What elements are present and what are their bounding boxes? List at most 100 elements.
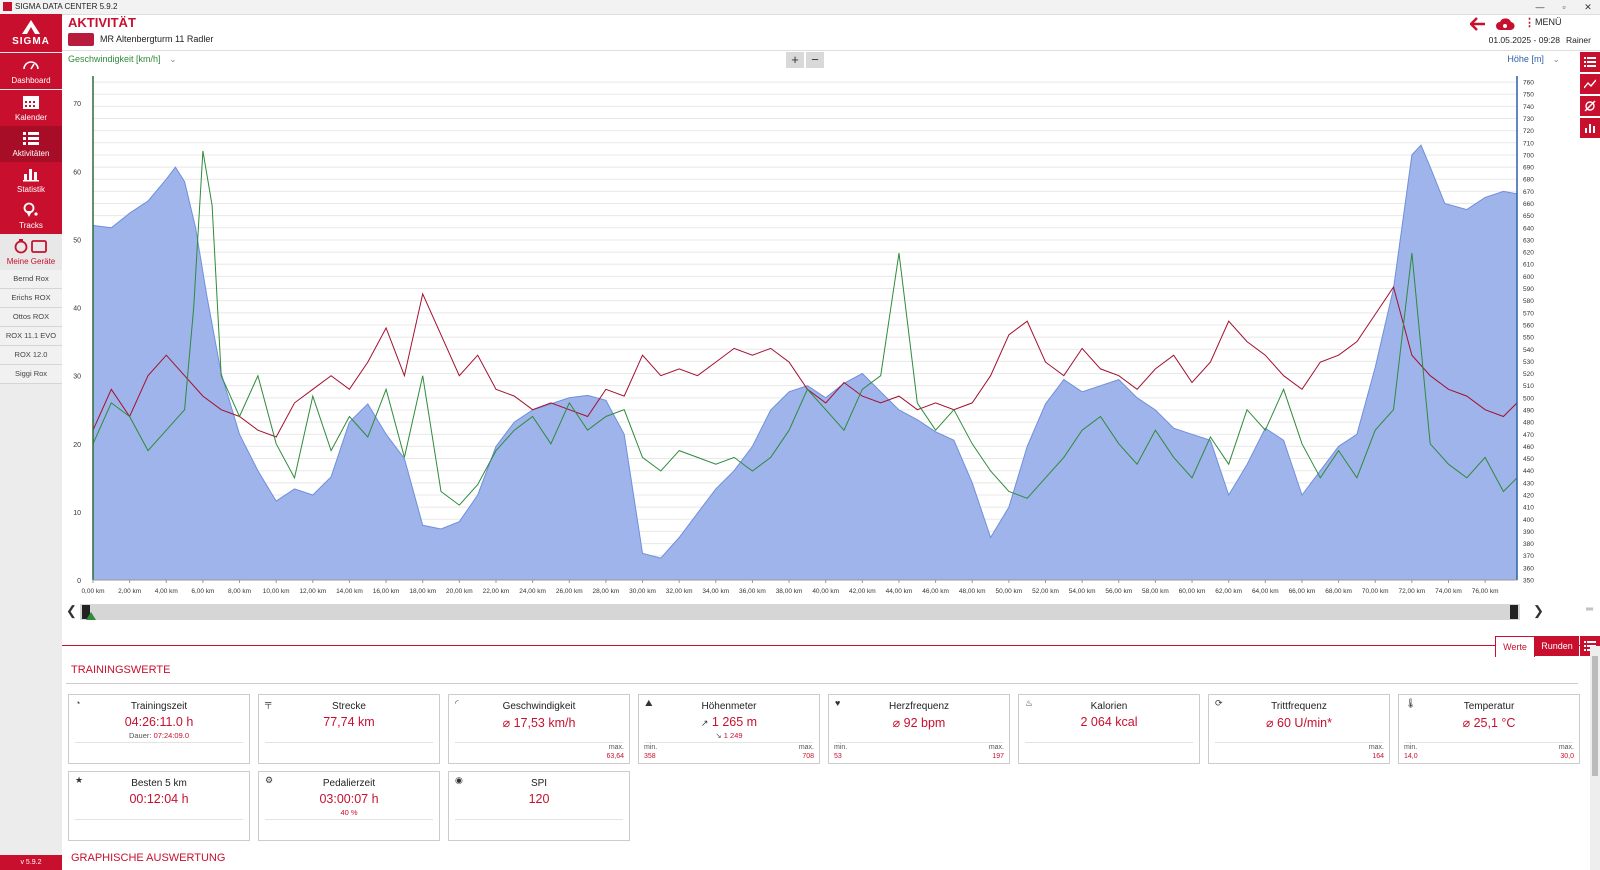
header-divider xyxy=(62,50,1600,51)
x-tick-label: 58,00 km xyxy=(1142,588,1169,595)
x-tick-label: 20,00 km xyxy=(446,588,473,595)
right-tick-label: 400 xyxy=(1523,517,1534,524)
bar-chart-icon xyxy=(1585,124,1595,133)
page-scrollbar[interactable] xyxy=(1590,646,1600,870)
left-axis-selector[interactable]: Geschwindigkeit [km/h] ⌄ xyxy=(68,54,177,65)
right-tick-label: 670 xyxy=(1523,189,1534,196)
range-scrollbar[interactable] xyxy=(80,604,1520,620)
chart-average-tool[interactable] xyxy=(1580,96,1600,116)
device-item[interactable]: Ottos ROX xyxy=(0,308,62,327)
scrollbar-thumb[interactable] xyxy=(1592,656,1598,776)
activity-chart[interactable]: 0 10 20 30 40 50 60 70 350 360 370 380 390 400 410 420 4… xyxy=(62,68,1548,600)
right-tick-label: 440 xyxy=(1523,468,1534,475)
max-label: max. xyxy=(1368,744,1384,751)
cadence-icon: ⟳ xyxy=(1215,698,1223,708)
minimize-button[interactable]: — xyxy=(1535,2,1545,12)
menu-button[interactable]: MENÜ xyxy=(1535,17,1562,27)
right-axis-label: Höhe [m] xyxy=(1507,54,1544,64)
scroll-right-icon[interactable]: ❯ xyxy=(1533,603,1544,618)
x-tick-label: 10,00 km xyxy=(263,588,290,595)
scroll-left-icon[interactable]: ❮ xyxy=(66,603,77,618)
chart-bar-tool[interactable] xyxy=(1580,118,1600,138)
nav-statistik[interactable]: Statistik xyxy=(0,162,62,198)
max-label: max. xyxy=(988,744,1004,751)
activity-time: 09:28 xyxy=(1538,35,1560,45)
device-item[interactable]: ROX 12.0 xyxy=(0,346,62,365)
x-tick-label: 66,00 km xyxy=(1289,588,1316,595)
menu-dots-icon[interactable]: ⋮ xyxy=(1524,17,1535,29)
back-arrow-icon[interactable] xyxy=(1470,17,1486,31)
nav-dashboard[interactable]: Dashboard xyxy=(0,53,62,89)
card-geschwindigkeit: ◜ Geschwindigkeit ⌀ 17,53 km/h max. 63,6… xyxy=(448,694,630,764)
star-icon: ★ xyxy=(75,775,84,785)
card-divider xyxy=(645,742,813,743)
x-tick-label: 68,00 km xyxy=(1325,588,1352,595)
tab-werte[interactable]: Werte xyxy=(1495,636,1535,657)
max-value: 164 xyxy=(1372,753,1384,760)
chart-list-tool[interactable] xyxy=(1580,52,1600,72)
min-value: 14,0 xyxy=(1404,753,1418,760)
card-divider xyxy=(1405,742,1573,743)
descent-icon: ↘ xyxy=(715,731,722,740)
right-tick-label: 470 xyxy=(1523,432,1534,439)
ascent-value: 1 265 m xyxy=(711,715,758,729)
average-icon xyxy=(1584,100,1596,112)
x-tick-label: 16,00 km xyxy=(373,588,400,595)
zoom-in-button[interactable]: + xyxy=(786,52,804,68)
x-tick-label: 4,00 km xyxy=(155,588,178,595)
card-sub-value: 07:24:09.0 xyxy=(153,731,190,740)
device-item[interactable]: Bernd Rox xyxy=(0,270,62,289)
nav-label: Tracks xyxy=(19,221,43,230)
list-icon xyxy=(23,132,39,145)
card-divider xyxy=(1215,742,1383,743)
nav-tracks[interactable]: Tracks xyxy=(0,198,62,234)
nav-aktivitaeten[interactable]: Aktivitäten xyxy=(0,126,62,162)
card-value: 04:26:11.0 h xyxy=(124,715,194,729)
nav-label: Statistik xyxy=(16,185,45,194)
card-divider xyxy=(455,742,623,743)
right-tick-label: 640 xyxy=(1523,225,1534,232)
device-item[interactable]: Siggi Rox xyxy=(0,365,62,384)
cloud-sync-icon[interactable] xyxy=(1495,17,1515,31)
right-tick-label: 750 xyxy=(1523,92,1534,99)
maximize-button[interactable]: ▫ xyxy=(1562,2,1566,12)
nav-meine-geraete[interactable]: Meine Geräte xyxy=(0,234,62,270)
graphic-evaluation-title: GRAPHISCHE AUSWERTUNG xyxy=(71,852,226,864)
nav-label: Kalender xyxy=(14,113,48,122)
sigma-mountain-icon xyxy=(22,20,40,34)
card-value: ⌀ 25,1 °C xyxy=(1462,716,1516,730)
card-trainingszeit: ◔ Trainingszeit 04:26:11.0 h Dauer: 07:2… xyxy=(68,694,250,764)
sidebar: SIGMA Dashboard Kalender Aktivitäten Sta… xyxy=(0,14,62,870)
nav-label: Dashboard xyxy=(11,76,51,85)
card-divider xyxy=(1025,742,1193,743)
chart-line-tool[interactable] xyxy=(1580,74,1600,94)
nav-kalender[interactable]: Kalender xyxy=(0,90,62,126)
spi-icon: ◉ xyxy=(455,775,463,785)
user-name: Rainer xyxy=(1565,35,1591,45)
card-hoehenmeter: ⛰ Höhenmeter ↗ 1 265 m ↘ 1 249 min. 358 … xyxy=(638,694,820,764)
devices-icon xyxy=(14,239,47,254)
card-herzfrequenz: ♥ Herzfrequenz ⌀ 92 bpm min. 53 max. 197 xyxy=(828,694,1010,764)
device-item[interactable]: ROX 11.1 EVO xyxy=(0,327,62,346)
card-label: Herzfrequenz xyxy=(888,701,950,712)
right-axis-selector[interactable]: Höhe [m] ⌄ xyxy=(1507,54,1560,65)
stopwatch-icon: ◔ xyxy=(75,698,81,708)
right-tick-label: 730 xyxy=(1523,116,1534,123)
close-button[interactable]: ✕ xyxy=(1584,2,1592,12)
right-tick-label: 620 xyxy=(1523,250,1534,257)
device-item[interactable]: Erichs ROX xyxy=(0,289,62,308)
zoom-out-button[interactable]: − xyxy=(806,52,824,68)
right-tick-label: 420 xyxy=(1523,492,1534,499)
card-label: Trittfrequenz xyxy=(1271,701,1327,712)
speed-line xyxy=(92,150,1518,506)
x-tick-label: 70,00 km xyxy=(1362,588,1389,595)
tab-runden[interactable]: Runden xyxy=(1535,636,1579,656)
right-tick-label: 570 xyxy=(1523,310,1534,317)
card-label: Geschwindigkeit xyxy=(502,701,576,712)
card-value: ⌀ 60 U/min* xyxy=(1266,716,1332,730)
range-end-handle[interactable] xyxy=(1510,605,1518,619)
drag-handle-icon[interactable]: ═ xyxy=(1586,604,1594,615)
card-divider xyxy=(265,742,433,743)
max-label: max. xyxy=(798,744,814,751)
sigma-logo[interactable]: SIGMA xyxy=(0,14,62,52)
